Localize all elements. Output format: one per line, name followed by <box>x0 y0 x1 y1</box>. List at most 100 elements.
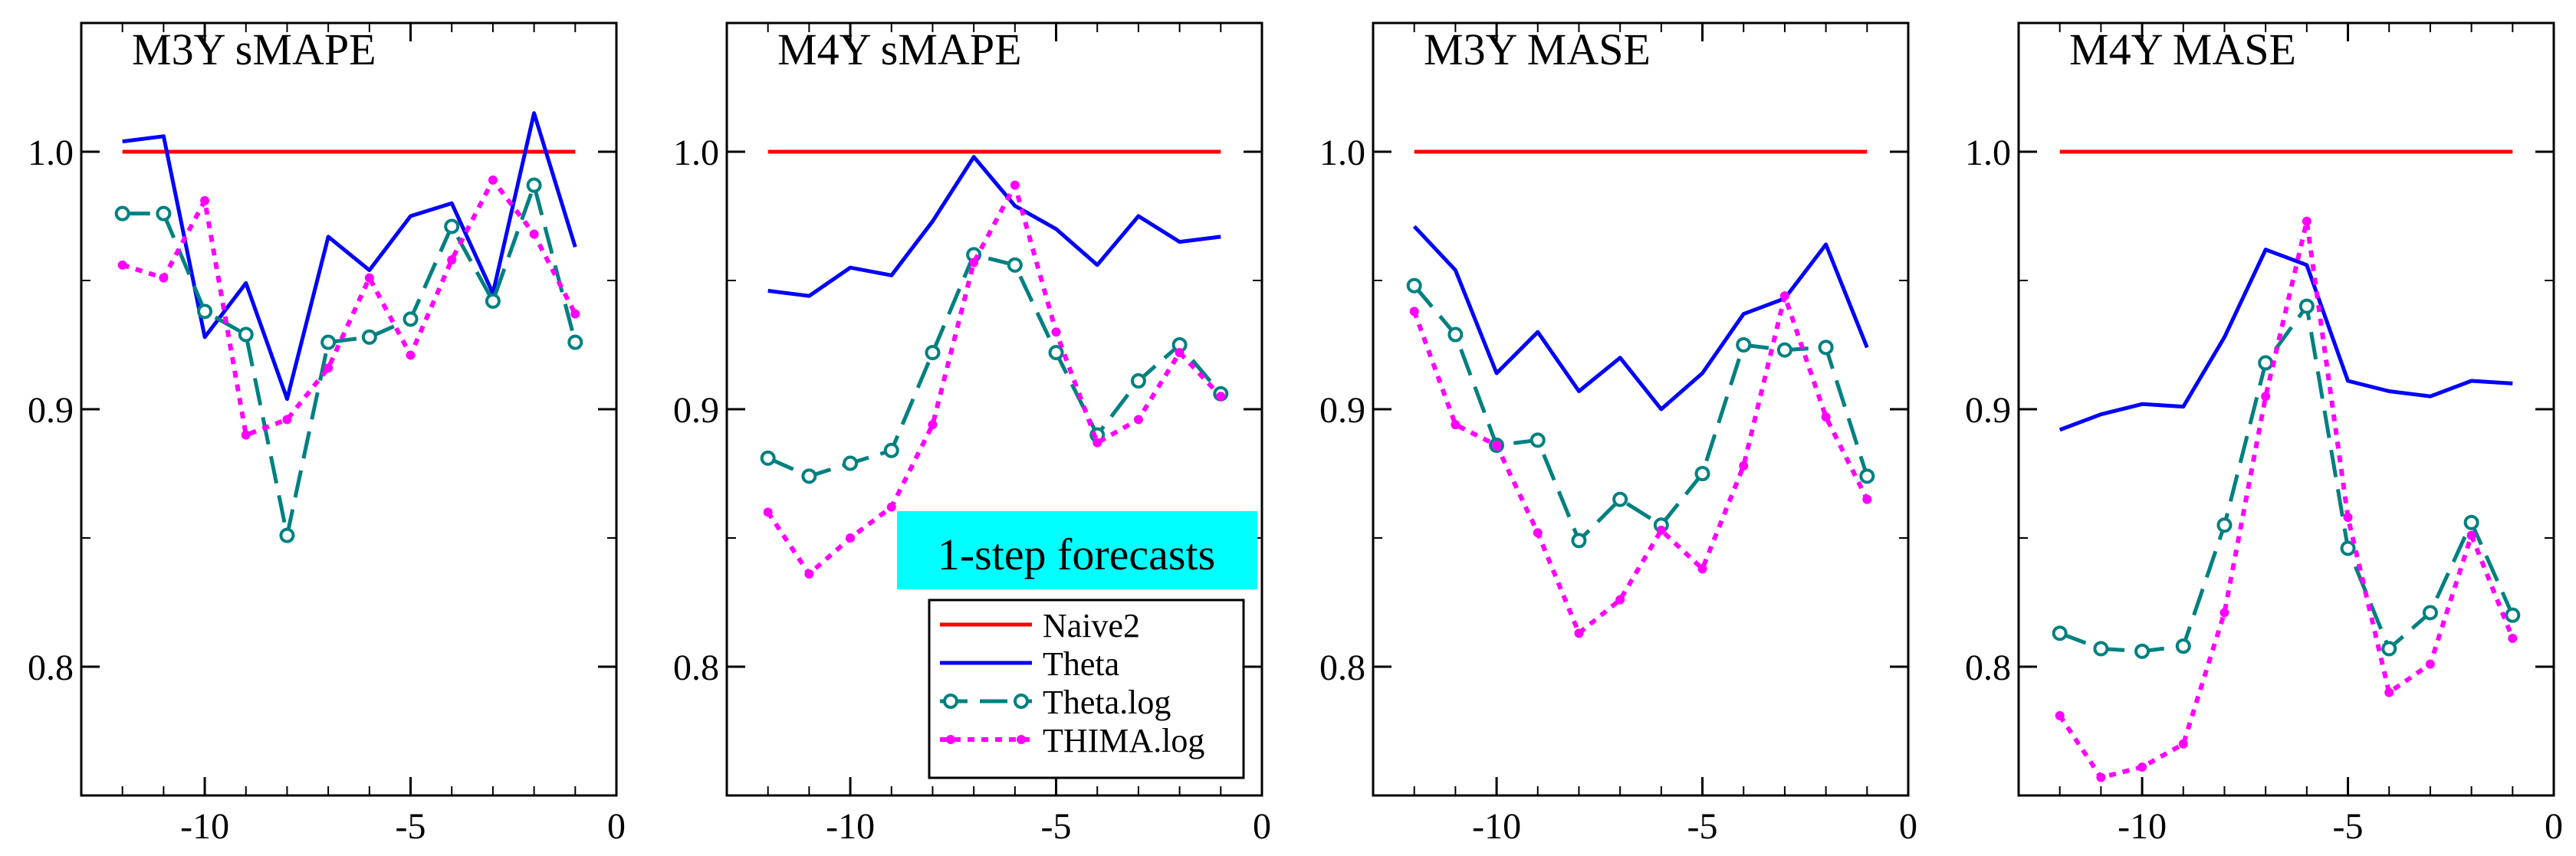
data-point <box>1571 533 1587 549</box>
data-point <box>925 345 941 361</box>
data-point <box>1779 291 1789 301</box>
data-point <box>1612 491 1628 507</box>
y-tick-label: 0.9 <box>28 390 74 431</box>
legend-marker <box>946 735 955 744</box>
data-point <box>114 205 130 221</box>
annotation-text: 1-step forecasts <box>938 530 1215 579</box>
data-point <box>2052 625 2068 641</box>
data-point <box>1010 180 1020 190</box>
data-point <box>1406 277 1422 294</box>
plot-frame <box>2017 21 2555 797</box>
x-tick-label: -10 <box>826 806 875 847</box>
data-point <box>282 415 292 425</box>
data-point <box>320 334 337 350</box>
series-line-theta-log <box>2058 304 2515 654</box>
x-tick-label: -5 <box>1687 806 1718 847</box>
data-point <box>2134 643 2150 659</box>
data-point <box>2258 355 2274 371</box>
data-point <box>1451 420 1460 430</box>
legend-marker <box>1017 735 1026 744</box>
chart-title: M3Y sMAPE <box>132 25 376 74</box>
data-point <box>567 334 583 350</box>
data-point <box>1574 628 1584 638</box>
annotation-1-step-forecasts: 1-step forecasts <box>897 511 1257 589</box>
data-point <box>2422 605 2438 621</box>
data-point <box>2384 687 2394 697</box>
legend-label: Naive2 <box>1043 607 1140 644</box>
legend-item-thima-log: THIMA.log <box>940 722 1204 759</box>
data-point <box>2175 638 2191 654</box>
data-point <box>2093 641 2109 657</box>
series-line-thima-log <box>2058 218 2515 780</box>
series-line-thima-log <box>1411 294 1869 636</box>
chart-title: M4Y sMAPE <box>777 25 1022 74</box>
series-line-theta <box>767 155 1221 298</box>
y-tick-label: 1.0 <box>28 133 74 173</box>
legend-label: Theta <box>1043 645 1119 683</box>
x-tick-label: -5 <box>1041 806 1072 847</box>
data-point <box>2302 216 2312 226</box>
data-point <box>361 329 377 345</box>
data-point <box>969 257 979 267</box>
data-point <box>1447 326 1464 343</box>
chart-panel-3: M3Y MASE 0.8 0.9 1.0 -10 -5 0 <box>1319 21 1917 847</box>
data-point <box>241 430 251 440</box>
legend-item-naive2: Naive2 <box>940 607 1140 644</box>
data-point <box>1776 342 1792 358</box>
y-tick-label: 1.0 <box>1965 133 2011 173</box>
data-point <box>2425 659 2435 669</box>
data-point <box>846 533 856 543</box>
data-point <box>444 218 460 234</box>
chart-title: M4Y MASE <box>2069 25 2296 74</box>
data-point <box>526 177 542 193</box>
data-point <box>1175 348 1184 358</box>
series-line-thima-log <box>766 182 1223 576</box>
data-point <box>1048 345 1064 361</box>
data-point <box>1818 339 1834 356</box>
data-point <box>2055 710 2065 720</box>
series-line-theta-log <box>1412 284 1869 543</box>
data-point <box>763 507 773 517</box>
legend-marker <box>943 694 958 709</box>
data-point <box>1492 441 1502 451</box>
data-point <box>1821 412 1831 422</box>
x-tick-label: 0 <box>1253 806 1271 847</box>
y-tick-label: 1.0 <box>673 133 719 173</box>
data-point <box>1615 595 1625 605</box>
series-line-theta <box>1412 225 1869 412</box>
data-point <box>1216 392 1226 402</box>
data-point <box>1697 564 1707 574</box>
data-point <box>402 311 419 327</box>
data-point <box>1530 432 1546 448</box>
x-tick-label: 0 <box>607 806 626 847</box>
data-point <box>1133 415 1143 425</box>
data-point <box>1859 468 1875 484</box>
data-point <box>1051 327 1061 337</box>
data-point <box>406 350 416 360</box>
y-tick-label: 0.8 <box>1319 648 1365 688</box>
chart-panel-1: M3Y sMAPE 0.8 0.9 1.0 -10 -5 0 <box>28 21 626 847</box>
data-point <box>197 303 213 320</box>
y-tick-label: 0.9 <box>1319 390 1365 431</box>
data-point <box>2463 514 2479 530</box>
data-point <box>570 309 580 319</box>
legend-item-theta-log: Theta.log <box>940 684 1171 721</box>
data-point <box>2298 298 2315 314</box>
legend-label: THIMA.log <box>1043 722 1204 759</box>
data-point <box>2178 739 2188 749</box>
y-tick-label: 0.8 <box>1965 648 2011 688</box>
x-tick-label: -5 <box>396 806 426 847</box>
series-line-theta-log <box>122 183 577 538</box>
data-point <box>485 293 501 309</box>
data-point <box>447 255 457 265</box>
data-point <box>1007 257 1023 273</box>
data-point <box>364 273 374 283</box>
legend-marker <box>1014 694 1029 709</box>
data-point <box>1533 528 1543 538</box>
chart-panel-4: M4Y MASE 0.8 0.9 1.0 -10 -5 0 <box>1965 21 2563 847</box>
series-line-theta-log <box>767 252 1223 478</box>
data-point <box>2343 513 2353 523</box>
data-point <box>1409 307 1419 316</box>
